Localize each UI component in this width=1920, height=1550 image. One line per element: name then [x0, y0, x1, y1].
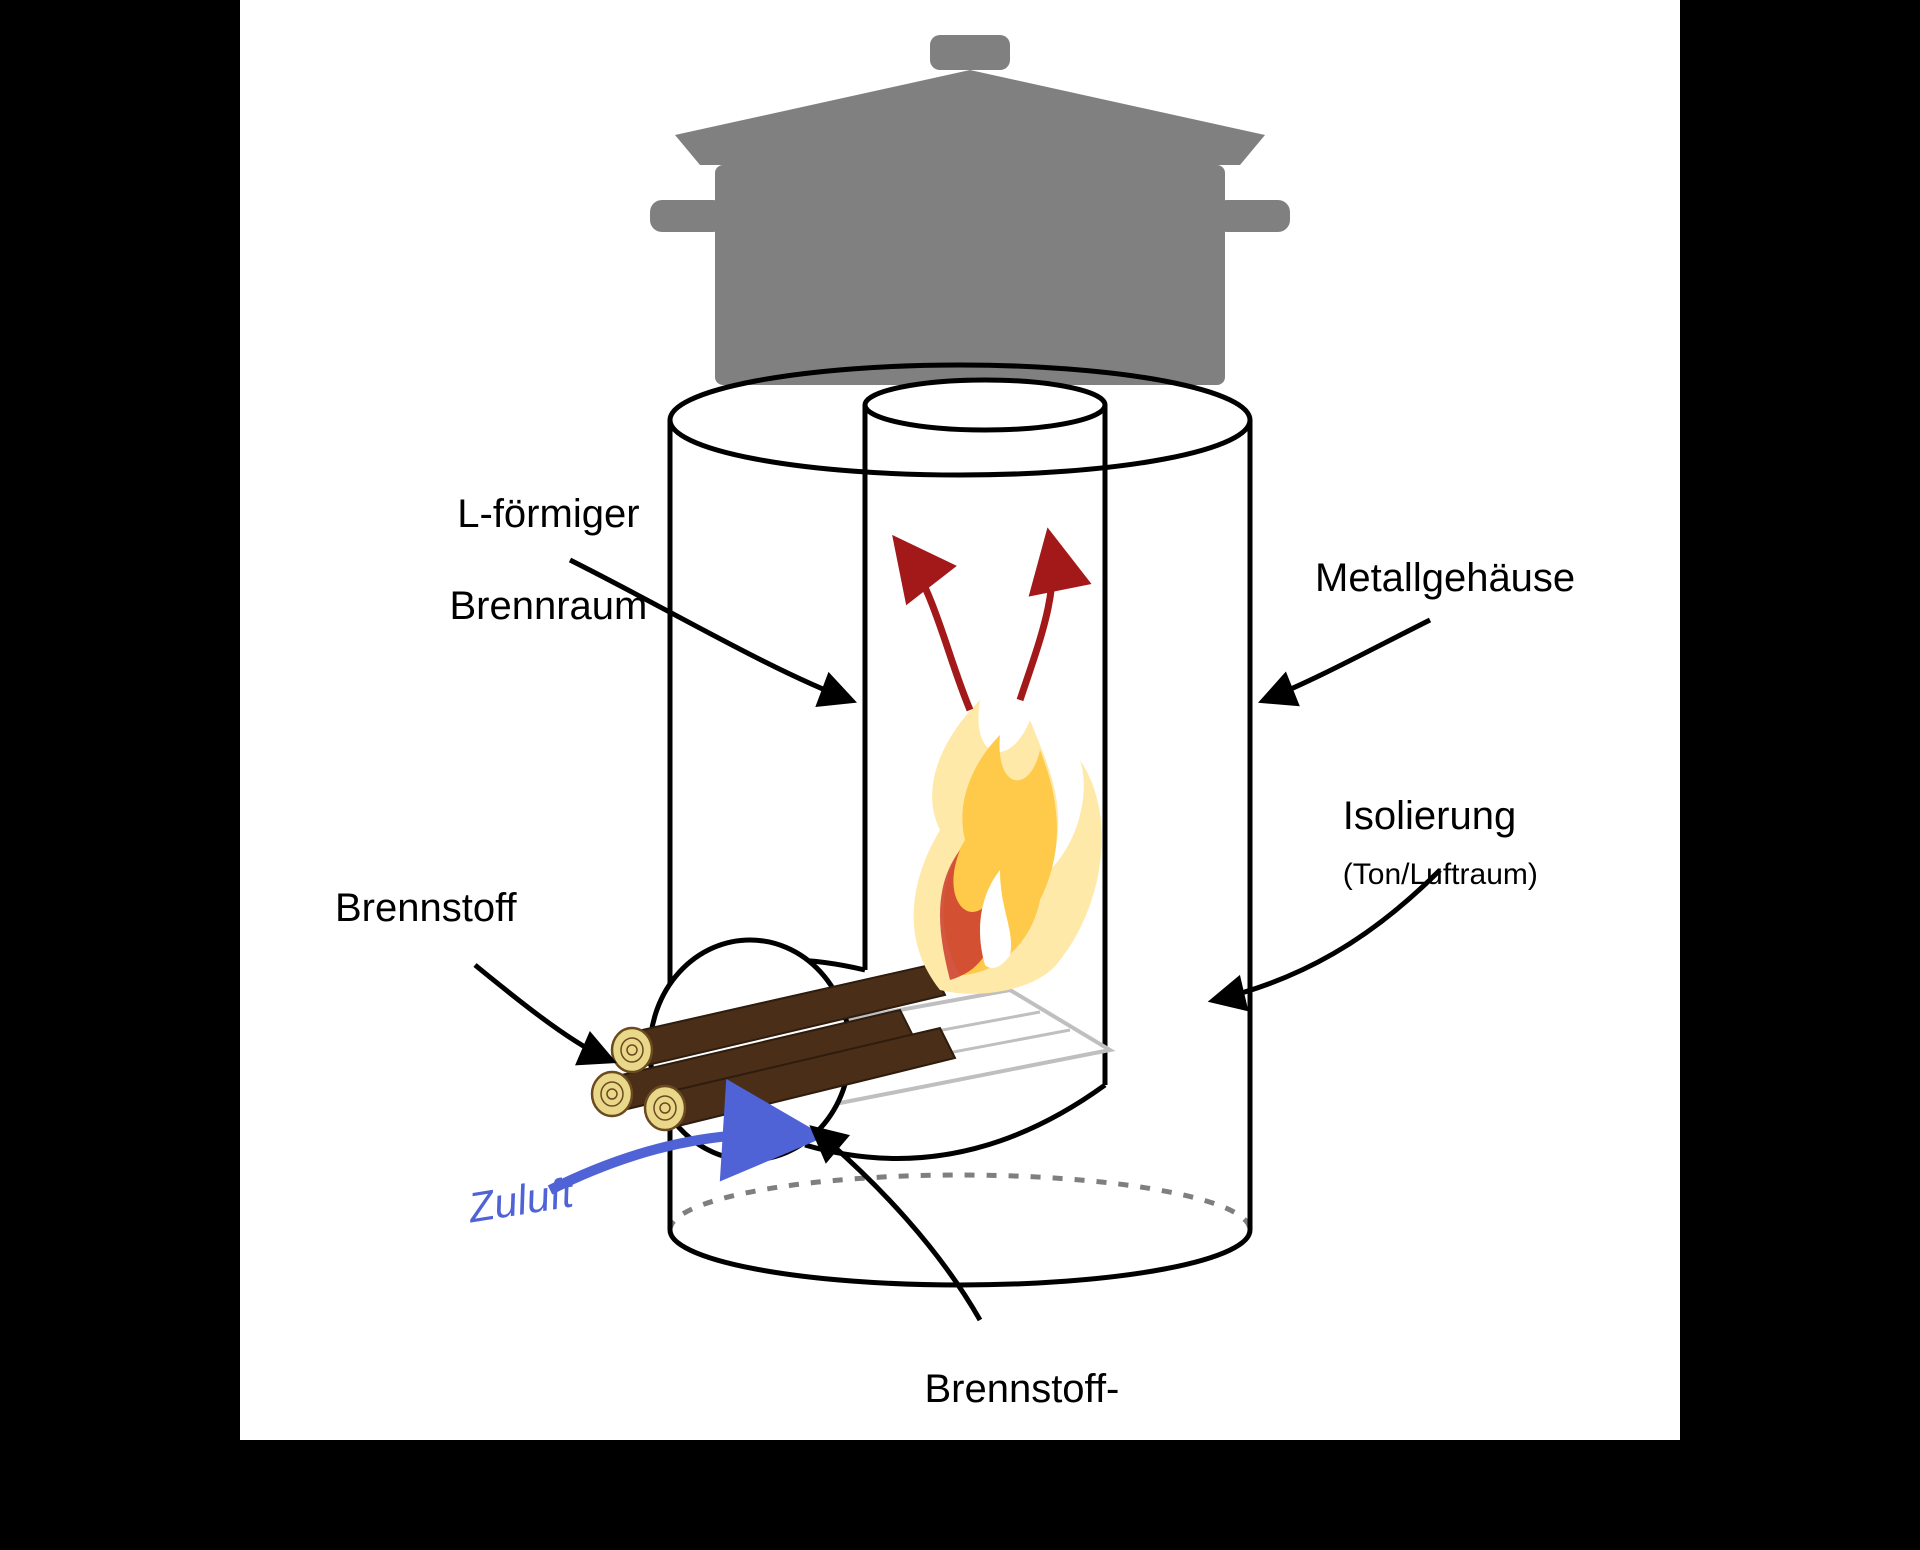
label-metallgehaeuse: Metallgehäuse — [1315, 555, 1575, 601]
label-brennstoff-rost: Brennstoff- Rost — [880, 1320, 1119, 1550]
flame — [914, 700, 1102, 994]
heat-arrows — [900, 540, 1053, 710]
cooking-pot — [650, 35, 1290, 385]
label-brennraum: L-förmiger Brennraum — [405, 445, 647, 675]
label-brennstoff: Brennstoff — [335, 885, 517, 931]
rocket-stove-diagram — [240, 0, 1680, 1440]
diagram-stage: L-förmiger Brennraum Metallgehäuse Isoli… — [240, 0, 1680, 1440]
label-isolierung: Isolierung (Ton/Luftraum) — [1325, 775, 1538, 911]
